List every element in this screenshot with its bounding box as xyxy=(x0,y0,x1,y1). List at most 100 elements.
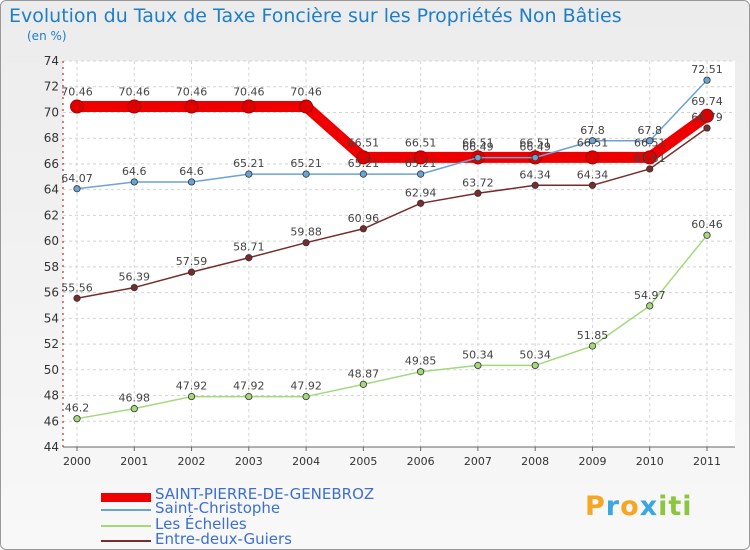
y-tick-label: 52 xyxy=(44,337,59,351)
data-point xyxy=(585,150,600,165)
plot-area xyxy=(63,61,735,447)
legend-label-saint-christophe: Saint-Christophe xyxy=(155,499,281,517)
x-tick-label: 2001 xyxy=(120,455,148,468)
data-point xyxy=(241,99,256,114)
y-tick-label: 68 xyxy=(44,131,59,145)
data-label: 64.34 xyxy=(519,168,551,181)
x-tick-label: 2008 xyxy=(521,455,549,468)
x-tick-label: 2003 xyxy=(235,455,263,468)
series-line-1 xyxy=(76,79,708,190)
data-label: 70.46 xyxy=(233,86,265,99)
data-label: 65.61 xyxy=(634,152,666,165)
data-label: 46.98 xyxy=(119,392,151,405)
data-label: 64.34 xyxy=(577,168,609,181)
data-label: 72.51 xyxy=(691,63,723,76)
x-tick-label: 2009 xyxy=(578,455,606,468)
data-label: 64.07 xyxy=(61,172,93,185)
logo-letter: i xyxy=(658,491,669,522)
data-point xyxy=(187,392,196,401)
x-tick-label: 2006 xyxy=(407,455,435,468)
data-label: 54.97 xyxy=(634,289,666,302)
data-label: 59.88 xyxy=(290,226,322,239)
data-point xyxy=(245,170,253,178)
legend-label-saint-pierre: SAINT-PIERRE-DE-GENEBROZ xyxy=(155,485,375,503)
legend-swatch-entre-deux-guiers xyxy=(101,540,151,542)
legend-swatch-saint-christophe xyxy=(101,509,151,511)
y-tick-label: 54 xyxy=(44,311,59,325)
data-label: 62.94 xyxy=(405,186,437,199)
data-label: 47.92 xyxy=(233,380,265,393)
legend-label-entre-deux-guiers: Entre-deux-Guiers xyxy=(155,530,292,548)
data-label: 58.71 xyxy=(233,241,265,254)
data-point xyxy=(417,170,425,178)
data-point xyxy=(73,415,81,423)
data-point xyxy=(413,150,428,165)
data-point xyxy=(531,361,539,370)
data-point xyxy=(187,268,196,276)
data-point xyxy=(474,189,482,197)
data-point xyxy=(73,185,81,193)
data-point xyxy=(646,302,654,310)
data-point xyxy=(700,108,714,123)
x-tick-label: 2007 xyxy=(464,455,492,468)
data-label: 57.59 xyxy=(176,255,208,268)
data-label: 66.51 xyxy=(348,136,380,149)
data-label: 65.21 xyxy=(290,157,322,170)
data-label: 50.34 xyxy=(519,348,551,361)
y-tick-label: 44 xyxy=(44,440,59,454)
y-tick-label: 70 xyxy=(44,105,59,119)
data-label: 60.96 xyxy=(348,212,380,225)
chart-subtitle: (en %) xyxy=(27,29,67,43)
data-label: 46.2 xyxy=(65,402,90,415)
y-tick-label: 74 xyxy=(44,54,59,68)
data-point xyxy=(646,165,654,173)
logo-letter: i xyxy=(682,491,693,522)
y-tick-label: 66 xyxy=(44,157,59,171)
axes: 44 46 48 50 52 54 56 58 60 62 64 66 68 70 72 74 2000 2001… xyxy=(44,54,735,468)
data-point xyxy=(588,181,597,189)
series-line-2 xyxy=(76,234,708,420)
data-point xyxy=(703,231,711,239)
data-label: 69.74 xyxy=(691,95,723,108)
data-label: 66.51 xyxy=(405,136,437,149)
legend-swatch-les-echelles xyxy=(101,525,151,527)
data-label: 70.46 xyxy=(290,86,322,99)
data-point xyxy=(127,99,142,114)
data-point xyxy=(73,294,81,302)
chart-title: Evolution du Taux de Taxe Foncière sur l… xyxy=(9,5,622,27)
grid xyxy=(63,60,735,448)
data-point xyxy=(302,392,310,401)
data-label: 55.56 xyxy=(61,281,93,294)
data-label: 66.51 xyxy=(462,136,494,149)
data-point xyxy=(531,154,539,162)
data-point xyxy=(245,392,253,401)
data-label: 65.21 xyxy=(348,157,380,170)
data-point xyxy=(642,150,657,165)
data-label: 50.34 xyxy=(462,348,494,361)
data-label: 70.46 xyxy=(61,86,93,99)
logo-letter: r xyxy=(605,491,621,522)
data-label: 49.85 xyxy=(405,355,437,368)
data-point xyxy=(417,199,425,207)
legend-swatch-saint-pierre xyxy=(101,493,151,502)
data-label: 66.49 xyxy=(519,141,551,154)
y-tick-label: 48 xyxy=(44,389,59,403)
data-label: 48.87 xyxy=(348,367,380,380)
y-tick-label: 50 xyxy=(44,363,59,377)
data-point xyxy=(417,368,425,376)
logo-letter: o xyxy=(620,491,640,522)
x-tick-label: 2000 xyxy=(63,455,91,468)
data-label: 68.79 xyxy=(691,111,723,124)
data-point xyxy=(531,181,539,189)
data-label: 66.51 xyxy=(519,136,551,149)
data-point xyxy=(187,178,196,186)
proxiti-logo: Proxiti xyxy=(585,491,693,522)
data-label: 70.46 xyxy=(176,86,208,99)
data-label: 51.85 xyxy=(577,329,609,342)
data-label: 65.21 xyxy=(233,157,265,170)
data-label: 66.49 xyxy=(462,141,494,154)
series-lines xyxy=(70,76,714,423)
data-point xyxy=(646,137,654,145)
